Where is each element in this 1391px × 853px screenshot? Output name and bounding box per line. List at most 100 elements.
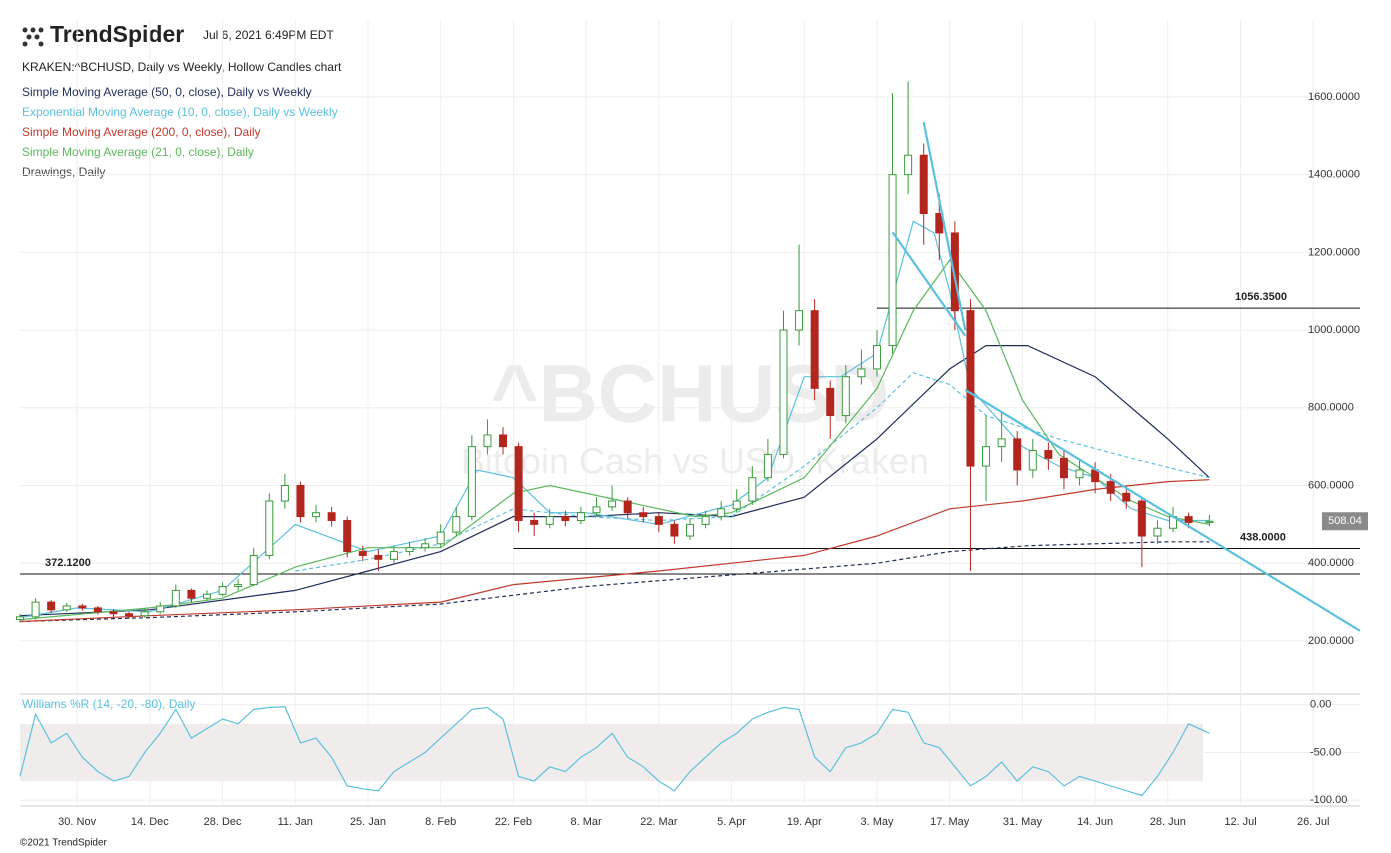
- candle-body: [358, 551, 367, 556]
- candle-body: [639, 512, 648, 518]
- candle-body: [888, 174, 897, 347]
- candle-body: [982, 446, 991, 467]
- candle-body: [312, 512, 321, 518]
- candle-body: [343, 519, 352, 553]
- candle-body: [47, 601, 56, 611]
- candle-body: [686, 523, 694, 537]
- level-label: 1056.3500: [1235, 291, 1287, 303]
- candle-body: [795, 310, 804, 331]
- y-tick-label: 0.00: [1310, 699, 1331, 711]
- candle-body: [327, 512, 336, 521]
- candle-body: [1013, 438, 1022, 471]
- y-tick-label: 1000.0000: [1308, 324, 1360, 336]
- last-price-label: 508.04: [1328, 515, 1362, 527]
- y-tick-label: -100.00: [1310, 794, 1347, 806]
- candle-body: [826, 387, 835, 417]
- candle-body: [623, 500, 632, 514]
- y-tick-label: -50.00: [1310, 746, 1341, 758]
- candle-body: [1153, 527, 1162, 537]
- last-price-badge: [1322, 512, 1368, 531]
- candle-body: [530, 519, 539, 525]
- candle-body: [93, 607, 102, 613]
- y-tick-label: 600.0000: [1308, 479, 1354, 491]
- candle-body: [1106, 481, 1115, 494]
- chart-title: KRAKEN:^BCHUSD, Daily vs Weekly, Hollow …: [22, 60, 342, 74]
- candle-body: [467, 446, 476, 518]
- candle-body: [234, 584, 243, 588]
- x-tick-label: 14. Dec: [131, 816, 169, 828]
- timestamp: Jul 6, 2021 6:49PM EDT: [203, 28, 334, 42]
- trendline: [964, 388, 1361, 632]
- x-tick-label: 19. Apr: [787, 816, 822, 828]
- candle-body: [1075, 469, 1084, 479]
- level-label: 372.1200: [45, 557, 91, 569]
- candle-body: [296, 485, 305, 518]
- candle-body: [810, 310, 819, 389]
- indicator-line: [19, 705, 1210, 797]
- footer: ©2021 TrendSpider: [20, 838, 108, 849]
- candle-body: [654, 516, 663, 525]
- y-tick-label: 1400.0000: [1308, 169, 1360, 181]
- x-tick-label: 28. Jun: [1150, 816, 1186, 828]
- legend-entry: Simple Moving Average (21, 0, close), Da…: [22, 145, 254, 159]
- candle-body: [919, 154, 928, 215]
- x-tick-label: 26. Jul: [1297, 816, 1329, 828]
- x-tick-label: 12. Jul: [1224, 816, 1256, 828]
- legend-entry: Exponential Moving Average (10, 0, close…: [22, 105, 338, 119]
- candle-body: [608, 500, 617, 508]
- candle-body: [218, 586, 227, 595]
- candle-body: [950, 232, 959, 312]
- y-tick-label: 1200.0000: [1308, 246, 1360, 258]
- x-tick-label: 30. Nov: [58, 816, 96, 828]
- candle-body: [717, 508, 726, 518]
- watermark: ^BCHUSD: [491, 349, 890, 440]
- candle-body: [857, 368, 866, 378]
- candle-body: [1205, 520, 1214, 523]
- candle-body: [966, 310, 975, 467]
- x-tick-label: 8. Mar: [571, 816, 603, 828]
- x-tick-label: 22. Feb: [495, 816, 532, 828]
- candle-body: [763, 453, 772, 479]
- candle-body: [156, 605, 165, 613]
- candle-body: [109, 611, 118, 615]
- candle-body: [1122, 492, 1131, 502]
- candle-body: [125, 613, 134, 617]
- candle-body: [1059, 457, 1068, 479]
- y-tick-label: 400.0000: [1308, 557, 1354, 569]
- x-tick-label: 8. Feb: [425, 816, 456, 828]
- x-tick-label: 25. Jan: [350, 816, 386, 828]
- candle-body: [421, 543, 430, 549]
- indicator-band: [20, 723, 1203, 782]
- y-tick-label: 200.0000: [1308, 635, 1354, 647]
- legend-entry: Simple Moving Average (50, 0, close), Da…: [22, 85, 312, 99]
- candle-body: [78, 605, 87, 609]
- candle-body: [483, 434, 492, 448]
- y-tick-label: 1600.0000: [1308, 91, 1360, 103]
- candle-body: [779, 329, 788, 455]
- candle-body: [872, 345, 881, 370]
- candle-body: [1137, 500, 1146, 537]
- candle-body: [389, 551, 398, 560]
- candle-body: [436, 531, 445, 545]
- candle-body: [202, 593, 211, 599]
- candle-body: [592, 506, 601, 514]
- candle-body: [265, 500, 274, 556]
- candle-body: [514, 446, 523, 521]
- candle-body: [732, 500, 741, 510]
- indicator-legend: Williams %R (14, -20, -80), Daily: [22, 697, 195, 711]
- x-tick-label: 5. Apr: [717, 816, 746, 828]
- candle-body: [171, 589, 180, 607]
- y-tick-label: 800.0000: [1308, 402, 1354, 414]
- candle-body: [62, 605, 71, 611]
- candle-body: [1184, 516, 1193, 523]
- candle-body: [374, 554, 383, 560]
- candle-body: [405, 547, 414, 553]
- candle-body: [1044, 450, 1053, 459]
- weekly-ma-line: [19, 541, 1210, 623]
- grid: [20, 20, 1360, 806]
- brand: TrendSpider: [50, 21, 184, 47]
- drawings-legend: Drawings, Daily: [22, 165, 105, 179]
- candle-body: [561, 516, 570, 521]
- candle-body: [545, 516, 554, 525]
